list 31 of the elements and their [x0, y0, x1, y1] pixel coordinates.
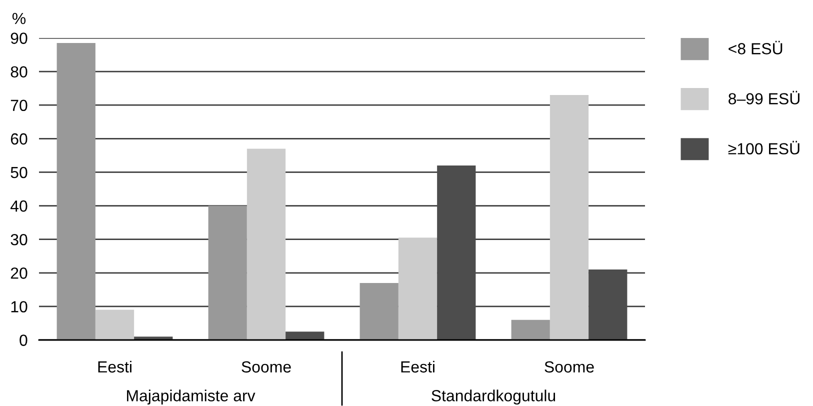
x-tick-label: Soome: [242, 361, 291, 373]
bar: [208, 206, 247, 340]
bar: [588, 270, 628, 340]
y-tick-label: 0: [20, 334, 28, 346]
bar: [246, 148, 286, 340]
y-tick-label: 90: [10, 32, 28, 44]
bar: [511, 320, 550, 340]
x-tick-label: Eesti: [98, 360, 132, 373]
legend-label: <8 ESÜ: [728, 40, 782, 54]
y-tick-label: 60: [10, 133, 28, 145]
bar: [360, 282, 398, 340]
y-tick-label: 80: [10, 66, 28, 78]
y-tick-label: 50: [10, 166, 28, 178]
x-tick-label: Eesti: [401, 360, 434, 373]
bar: [437, 166, 476, 340]
bar: [398, 238, 438, 340]
y-axis-title: %: [12, 12, 26, 24]
y-tick-label: 70: [10, 100, 28, 112]
x-tick-label: Soome: [544, 361, 594, 373]
y-tick-label: 20: [10, 268, 28, 279]
y-tick-label: 40: [10, 200, 28, 212]
bar: [550, 95, 589, 340]
y-tick-label: 30: [10, 234, 28, 246]
text: Standardkogutulu: [432, 390, 556, 405]
y-tick-label: 10: [11, 301, 28, 312]
bar: [56, 43, 96, 340]
bar: [95, 310, 134, 340]
text: Majapidamiste arv: [127, 390, 256, 405]
legend-label: ≥100 ESÜ: [728, 140, 800, 154]
bar: [286, 332, 324, 340]
legend-label: 8–99 ESÜ: [728, 90, 800, 104]
